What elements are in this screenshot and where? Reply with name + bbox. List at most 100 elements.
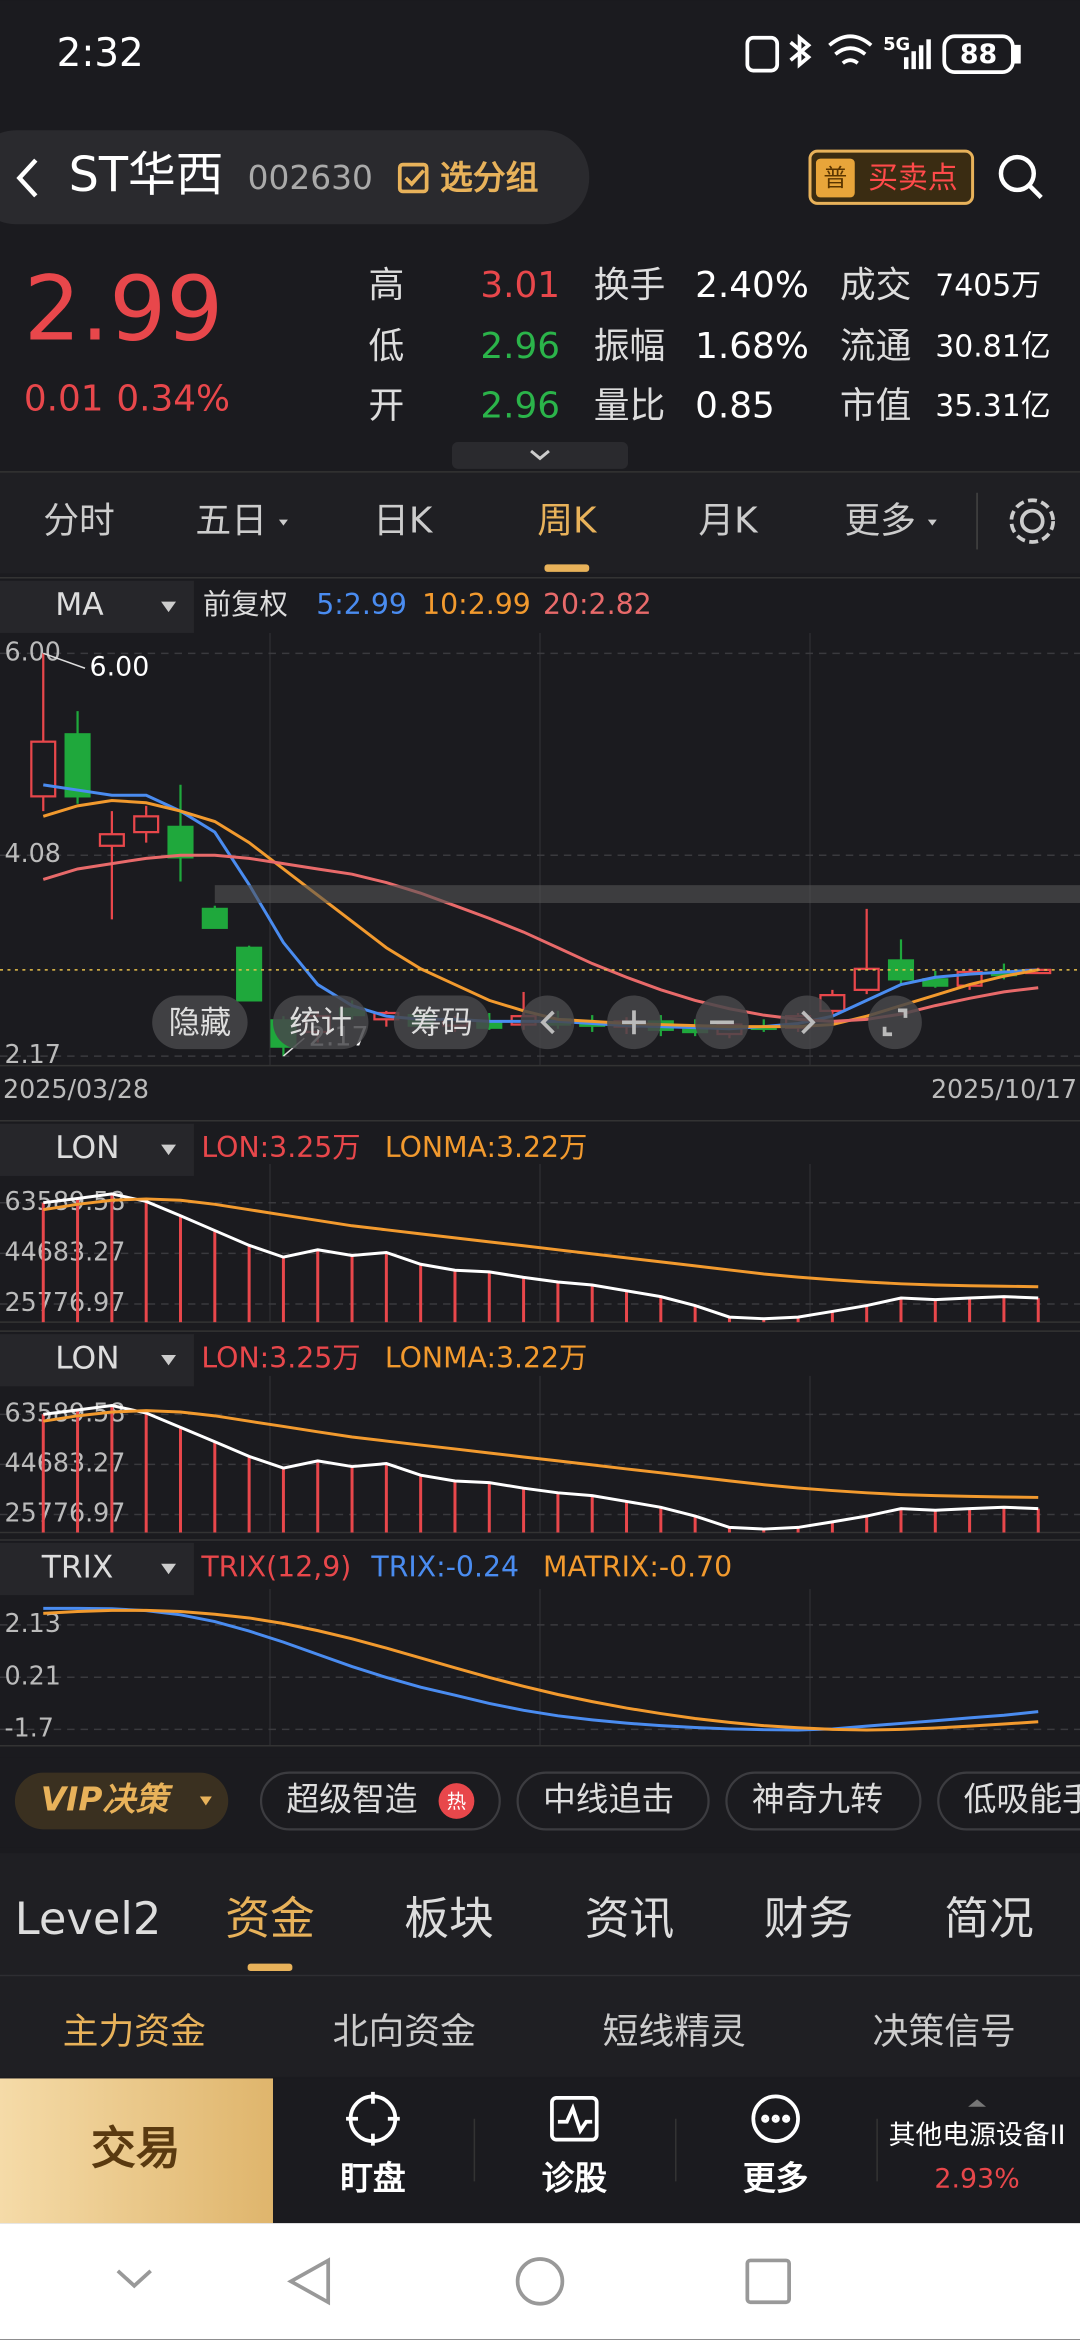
bar	[830, 1311, 834, 1323]
y-tick-label: 44683.27	[4, 1447, 125, 1477]
candle-body	[64, 733, 91, 798]
bar	[556, 1492, 560, 1533]
indicator-box[interactable]	[0, 1334, 194, 1387]
strategy-chip[interactable]	[259, 1771, 501, 1831]
indicator-box[interactable]	[0, 1542, 194, 1596]
bar	[590, 1495, 594, 1533]
stat-value: 3.01	[480, 265, 560, 306]
sub-tab[interactable]: 北向资金	[333, 2012, 476, 2053]
period-tab[interactable]: 更多	[844, 501, 916, 542]
period-tab[interactable]: 日K	[373, 501, 434, 542]
trade-label: 交易	[91, 2122, 181, 2175]
vip-chip[interactable]	[14, 1772, 229, 1830]
sub-tab[interactable]: 决策信号	[873, 2012, 1016, 2053]
candle-body	[98, 833, 125, 847]
indicator-params: TRIX(12,9)	[200, 1550, 351, 1583]
vip-label: VIP决策	[41, 1780, 173, 1818]
legend-value: 5:2.99	[316, 588, 407, 621]
period-tab[interactable]: 月K	[698, 501, 759, 542]
strategy-label: 超级智造	[286, 1780, 417, 1818]
back-button[interactable]	[16, 158, 38, 198]
period-tab[interactable]: 周K	[537, 501, 598, 542]
stat-label: 低	[368, 326, 404, 367]
bar	[419, 1264, 423, 1323]
bar	[522, 1277, 526, 1323]
sector-name[interactable]: 其他电源设备II	[889, 2120, 1066, 2151]
y-tick-label: 44683.27	[4, 1236, 125, 1266]
bar	[522, 1488, 526, 1533]
price: 2.99	[24, 258, 223, 362]
bar	[453, 1270, 457, 1323]
settings-button[interactable]	[1009, 498, 1056, 544]
search-button[interactable]	[998, 154, 1043, 199]
indicator-box[interactable]	[0, 1123, 194, 1176]
bar	[762, 1318, 766, 1323]
bar	[487, 1271, 491, 1323]
bar	[727, 1317, 731, 1323]
tool-label: 统计	[289, 1005, 352, 1041]
sub-tab[interactable]: 短线精灵	[603, 2012, 746, 2053]
bar	[350, 1255, 354, 1323]
tool-icon	[801, 1010, 816, 1035]
bar	[899, 1298, 903, 1323]
strategy-chip[interactable]	[516, 1771, 710, 1831]
tool-icon	[882, 1008, 908, 1037]
buy-sell-button[interactable]: 普 买卖点	[808, 149, 975, 205]
tool-icon-button[interactable]	[868, 995, 922, 1050]
y-tick-label: 2.17	[4, 1039, 60, 1069]
bottom-item[interactable]: 更多	[743, 2159, 809, 2197]
period-tab[interactable]: 五日	[195, 501, 267, 542]
stat-label: 市值	[840, 386, 912, 427]
tool-icon-button[interactable]	[520, 995, 575, 1050]
status-time: 2:32	[57, 31, 144, 76]
y-tick-label: 0.21	[4, 1660, 60, 1690]
candle-body	[201, 907, 228, 929]
legend-value: 20:2.82	[543, 588, 652, 621]
expand-icon	[530, 449, 550, 461]
x-tick-label: 2025/10/17	[931, 1074, 1077, 1104]
group-button[interactable]: 选分组	[397, 159, 539, 197]
section-tab[interactable]: 板块	[404, 1892, 494, 1945]
section-tab[interactable]: Level2	[15, 1892, 162, 1945]
indicator-box[interactable]	[0, 580, 194, 633]
bar	[556, 1281, 560, 1323]
period-tab[interactable]: 分时	[43, 501, 115, 542]
stock-code: 002630	[248, 159, 373, 197]
nav-buttons[interactable]	[116, 2257, 791, 2306]
bottom-item[interactable]: 诊股	[542, 2159, 608, 2197]
bar	[659, 1296, 663, 1323]
sector-arrow	[968, 2099, 987, 2107]
trade-button[interactable]	[0, 2078, 273, 2224]
tool-icon-button[interactable]	[780, 995, 834, 1050]
strategy-chips: VIP决策 超级智造 中线追击 神奇九转 低吸能手 热	[14, 1771, 1080, 1831]
section-tab[interactable]: 资讯	[585, 1892, 675, 1945]
network-label: 5G	[883, 34, 910, 55]
candle-body	[30, 740, 57, 798]
bottom-item[interactable]: 盯盘	[340, 2159, 406, 2197]
dropdown-icon	[161, 1144, 177, 1156]
legend-value: LON:3.25万	[201, 1131, 360, 1164]
stat-value: 2.96	[480, 386, 560, 427]
section-tab[interactable]: 简况	[944, 1892, 1034, 1945]
stat-value: 1.68%	[695, 326, 809, 367]
sub-tab[interactable]: 主力资金	[63, 2012, 206, 2053]
stat-value: 35.31亿	[935, 389, 1050, 424]
tool-button[interactable]	[272, 995, 369, 1050]
tool-button[interactable]	[393, 995, 490, 1050]
legend-value: LON:3.25万	[201, 1341, 360, 1374]
legend-value: TRIX:-0.24	[370, 1550, 519, 1583]
tool-button[interactable]	[152, 995, 248, 1050]
series-line	[43, 1608, 1039, 1732]
section-tab[interactable]: 财务	[764, 1892, 854, 1945]
strategy-chip[interactable]	[725, 1771, 922, 1831]
bar	[625, 1501, 629, 1533]
stat-value: 7405万	[935, 268, 1041, 303]
section-tab[interactable]: 资金	[225, 1892, 315, 1945]
stat-value: 2.96	[480, 326, 560, 367]
stat-value: 30.81亿	[935, 330, 1050, 365]
strategy-chip[interactable]	[937, 1771, 1080, 1831]
expand-button[interactable]	[451, 442, 629, 469]
bar	[625, 1290, 629, 1323]
bar	[247, 1245, 251, 1323]
